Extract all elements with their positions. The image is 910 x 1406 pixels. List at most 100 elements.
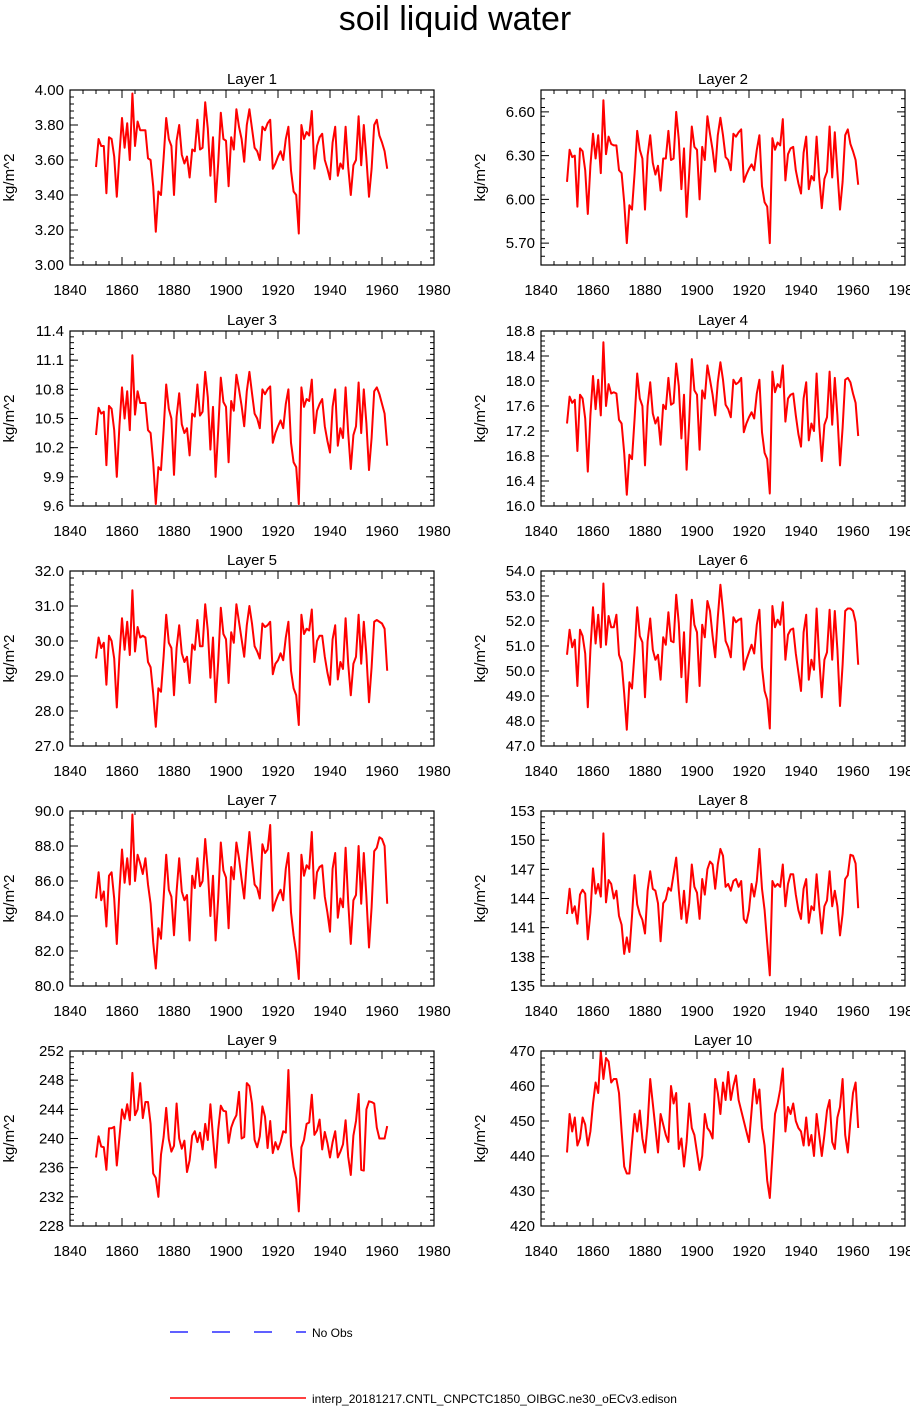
y-axis-label: kg/m^2 — [472, 395, 489, 443]
y-tick-label: 11.4 — [36, 323, 64, 340]
chart-panel-4: Layer 4 kg/m^2 1840 1860 1880 1900 1920 1940 196… — [472, 312, 910, 540]
y-tick-label: 6.30 — [506, 148, 535, 165]
x-tick-label: 1880 — [157, 763, 190, 780]
x-tick-label: 1940 — [313, 282, 346, 299]
x-tick-label: 1960 — [836, 1243, 869, 1260]
x-tick-label: 1980 — [888, 1243, 910, 1260]
x-tick-label: 1940 — [313, 523, 346, 540]
plot-frame — [69, 570, 435, 747]
x-tick-label: 1920 — [261, 1003, 294, 1020]
series-line — [95, 813, 389, 980]
y-tick-label: 50.0 — [506, 663, 535, 680]
legend-model-label: interp_20181217.CNTL_CNPCTC1850_OIBGC.ne… — [312, 1392, 677, 1406]
x-tick-label: 1920 — [732, 523, 765, 540]
y-tick-label: 420 — [510, 1218, 535, 1235]
y-tick-label: 30.0 — [35, 633, 64, 650]
x-tick-label: 1840 — [524, 523, 557, 540]
x-tick-label: 1840 — [53, 282, 86, 299]
y-tick-label: 48.0 — [506, 713, 535, 730]
x-tick-label: 1880 — [157, 1243, 190, 1260]
y-tick-label: 88.0 — [35, 838, 64, 855]
x-tick-label: 1960 — [365, 1243, 398, 1260]
chart-panel-9: Layer 9 kg/m^2 1840 1860 1880 1900 1920 1940 196… — [1, 1032, 451, 1260]
y-tick-label: 31.0 — [35, 598, 64, 615]
y-tick-label: 3.40 — [35, 187, 64, 204]
y-tick-label: 135 — [510, 978, 535, 995]
y-tick-label: 3.00 — [35, 257, 64, 274]
plot-frame — [69, 89, 435, 266]
y-tick-label: 18.0 — [506, 373, 535, 390]
x-tick-label: 1900 — [209, 1003, 242, 1020]
x-tick-label: 1880 — [628, 1003, 661, 1020]
y-tick-label: 51.0 — [506, 638, 535, 655]
panel-title: Layer 10 — [694, 1032, 752, 1049]
x-tick-label: 1900 — [209, 1243, 242, 1260]
x-tick-label: 1960 — [836, 1003, 869, 1020]
y-tick-label: 17.6 — [506, 398, 535, 415]
x-tick-label: 1880 — [628, 763, 661, 780]
x-tick-label: 1840 — [524, 763, 557, 780]
y-tick-label: 5.70 — [506, 235, 535, 252]
x-tick-label: 1920 — [732, 282, 765, 299]
y-tick-label: 80.0 — [35, 978, 64, 995]
y-tick-label: 10.8 — [35, 381, 64, 398]
y-tick-label: 440 — [510, 1148, 535, 1165]
panel-title: Layer 4 — [698, 312, 748, 329]
y-tick-label: 11.1 — [36, 352, 64, 369]
y-tick-label: 16.4 — [506, 473, 535, 490]
plot-frame — [540, 330, 906, 507]
x-tick-label: 1840 — [53, 1003, 86, 1020]
y-tick-label: 90.0 — [35, 803, 64, 820]
y-tick-label: 32.0 — [35, 563, 64, 580]
panel-title: Layer 5 — [227, 552, 277, 569]
x-tick-label: 1960 — [365, 763, 398, 780]
y-tick-label: 54.0 — [506, 563, 535, 580]
x-tick-label: 1940 — [784, 523, 817, 540]
y-axis-label: kg/m^2 — [472, 875, 489, 923]
legend-obs-label: No Obs — [312, 1326, 353, 1340]
x-tick-label: 1900 — [209, 523, 242, 540]
y-tick-label: 9.6 — [43, 498, 64, 515]
y-tick-label: 248 — [39, 1072, 64, 1089]
x-tick-label: 1960 — [836, 763, 869, 780]
y-tick-label: 84.0 — [35, 908, 64, 925]
x-tick-label: 1980 — [417, 523, 450, 540]
y-axis-label: kg/m^2 — [1, 1115, 18, 1163]
y-tick-label: 150 — [510, 832, 535, 849]
panel-title: Layer 8 — [698, 792, 748, 809]
y-axis-label: kg/m^2 — [1, 875, 18, 923]
panel-title: Layer 2 — [698, 71, 748, 88]
panel-title: Layer 7 — [227, 792, 277, 809]
y-tick-label: 460 — [510, 1078, 535, 1095]
y-tick-label: 6.60 — [506, 104, 535, 121]
y-tick-label: 450 — [510, 1113, 535, 1130]
x-tick-label: 1880 — [157, 523, 190, 540]
x-tick-label: 1980 — [417, 1243, 450, 1260]
y-tick-label: 17.2 — [506, 423, 535, 440]
y-axis-label: kg/m^2 — [472, 635, 489, 683]
x-tick-label: 1920 — [261, 282, 294, 299]
y-tick-label: 29.0 — [35, 668, 64, 685]
x-tick-label: 1840 — [524, 282, 557, 299]
y-tick-label: 47.0 — [506, 738, 535, 755]
x-tick-label: 1940 — [313, 763, 346, 780]
x-tick-label: 1960 — [836, 523, 869, 540]
x-tick-label: 1980 — [888, 282, 910, 299]
y-tick-label: 244 — [39, 1101, 64, 1118]
x-tick-label: 1980 — [888, 1003, 910, 1020]
y-tick-label: 470 — [510, 1043, 535, 1060]
series-line — [566, 341, 860, 496]
y-tick-label: 16.0 — [506, 498, 535, 515]
panel-title: Layer 9 — [227, 1032, 277, 1049]
y-tick-label: 3.20 — [35, 222, 64, 239]
panel-title: Layer 1 — [227, 71, 277, 88]
x-tick-label: 1880 — [628, 282, 661, 299]
plot-frame — [69, 330, 435, 507]
y-tick-label: 6.00 — [506, 191, 535, 208]
series-line — [566, 832, 860, 977]
series-line — [95, 354, 389, 506]
chart-panel-8: Layer 8 kg/m^2 1840 1860 1880 1900 1920 1940 196… — [472, 792, 910, 1020]
y-tick-label: 18.8 — [506, 323, 535, 340]
y-tick-label: 4.00 — [35, 82, 64, 99]
